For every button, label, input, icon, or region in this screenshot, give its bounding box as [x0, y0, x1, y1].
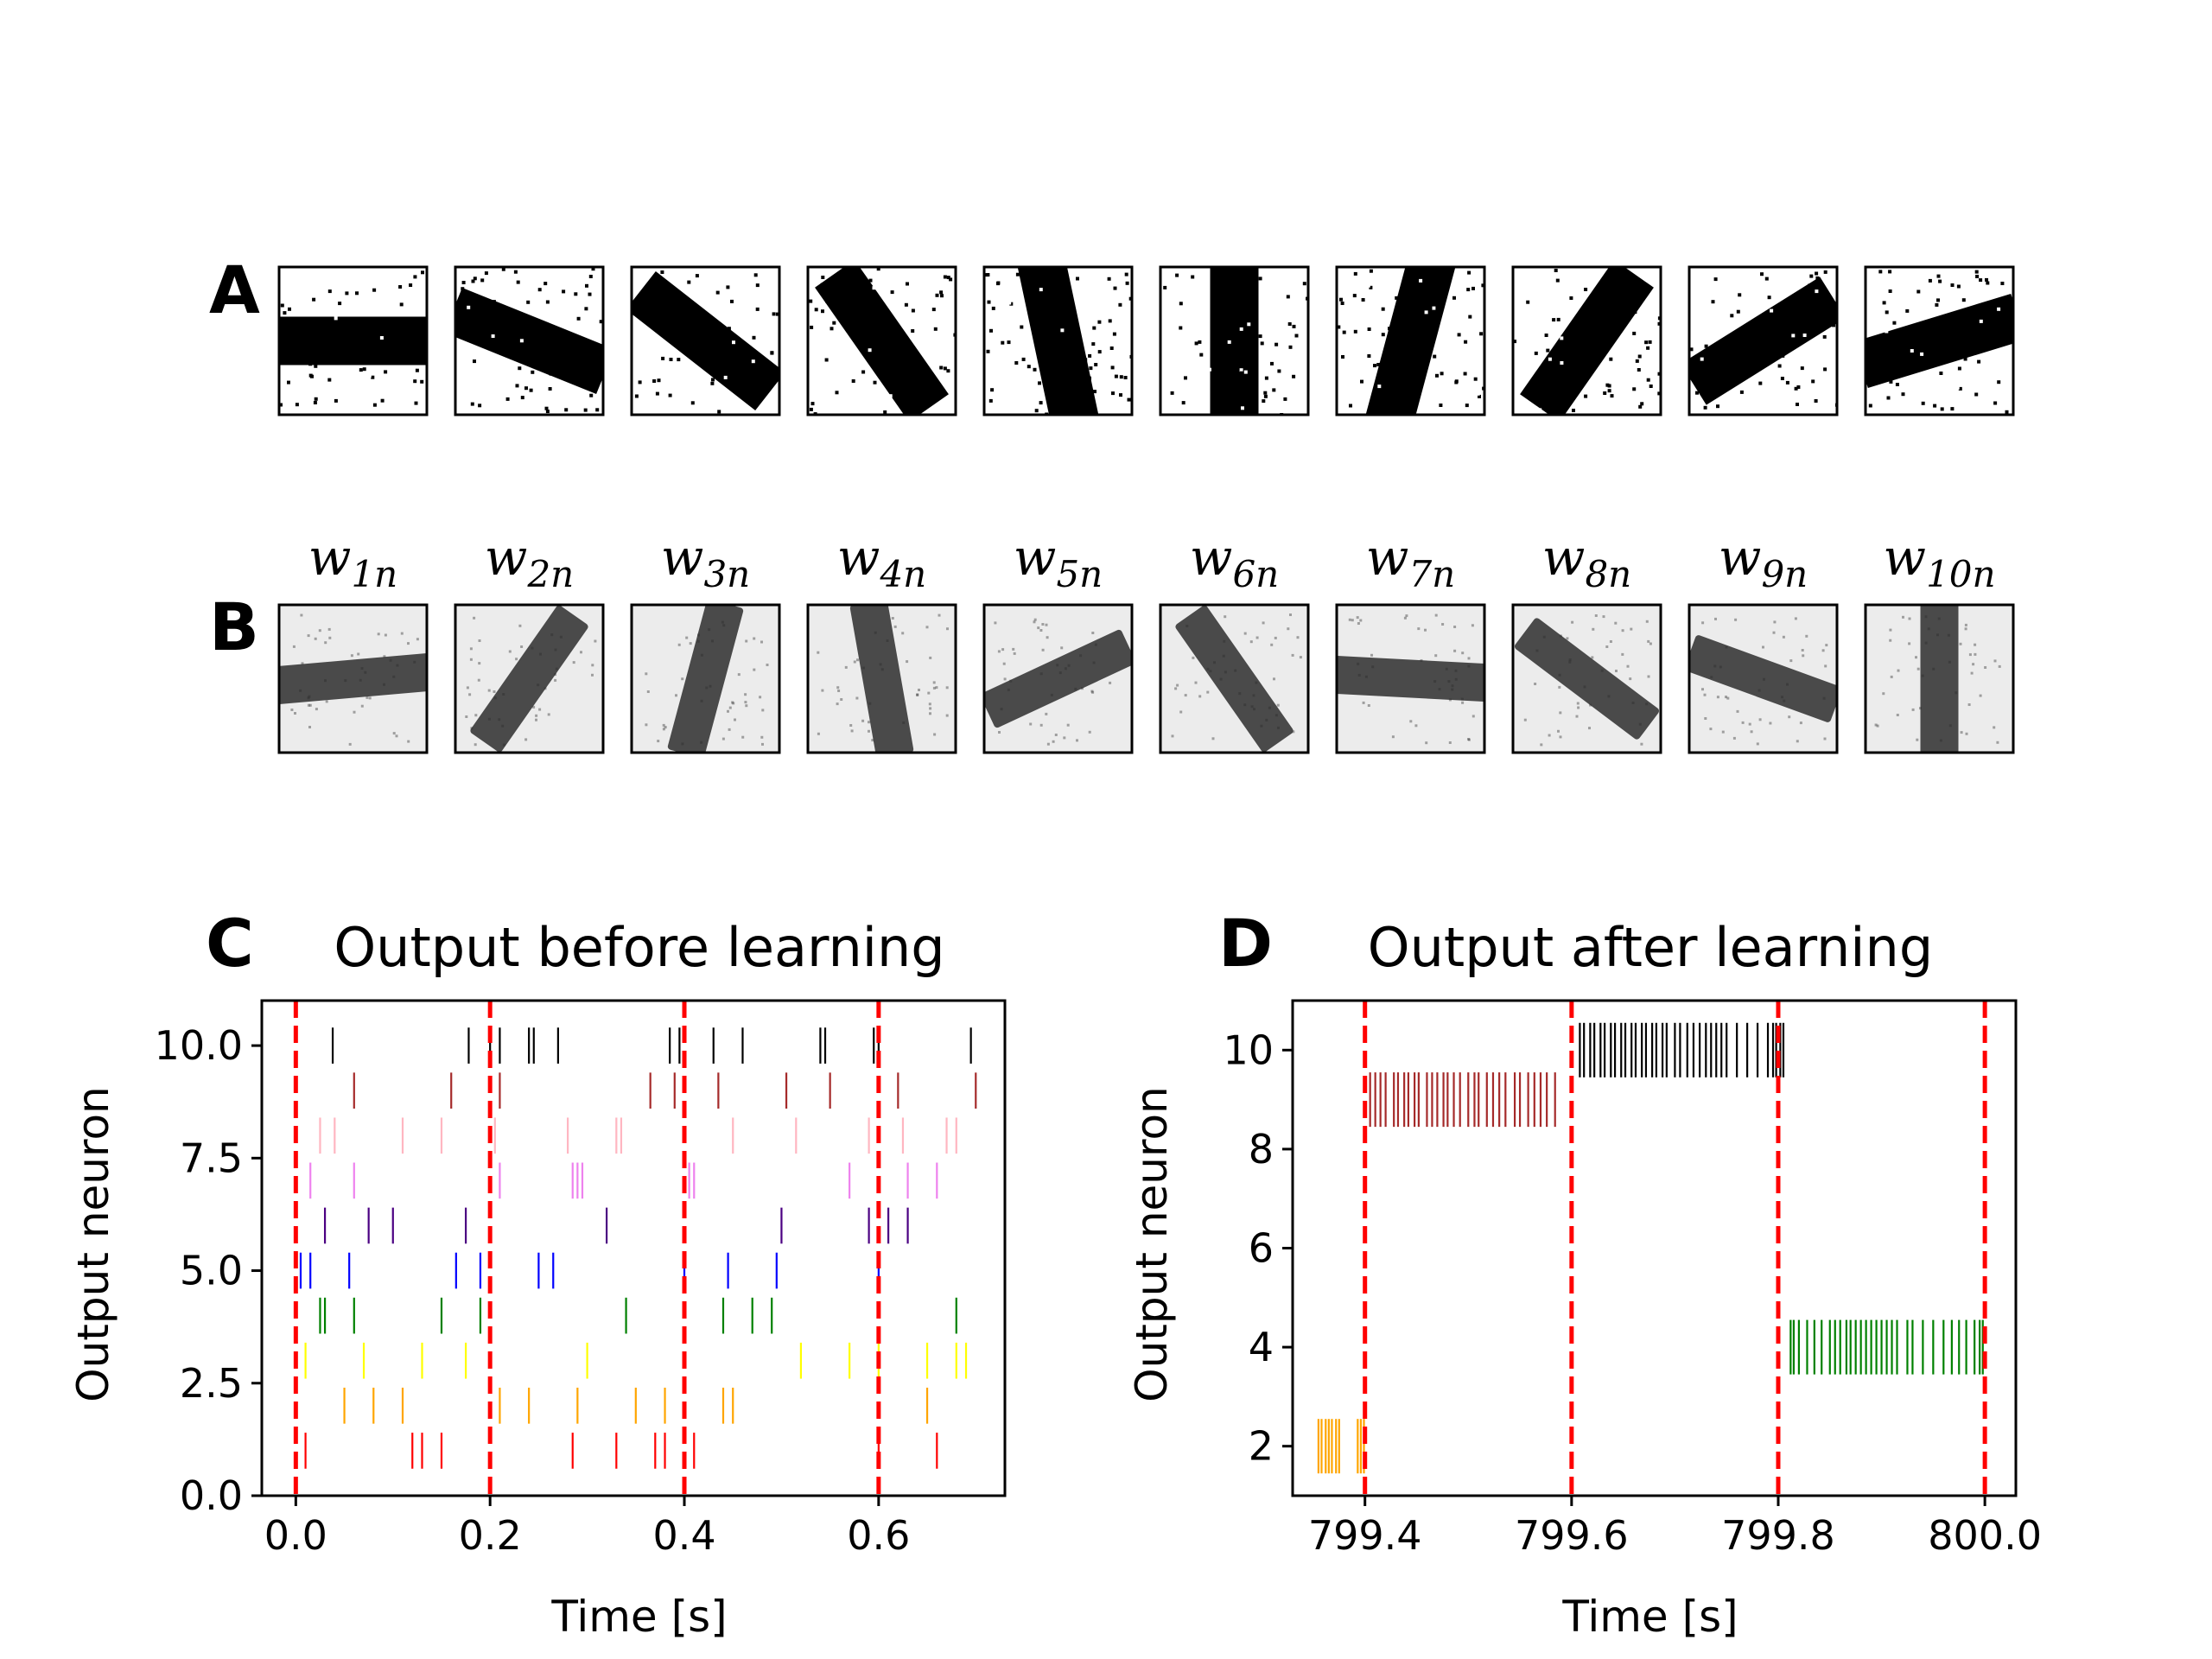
bar — [815, 267, 949, 415]
x-tick-label: 0.2 — [459, 1512, 522, 1559]
weight-map — [806, 603, 957, 754]
bar — [632, 270, 779, 411]
bar — [1866, 293, 2013, 389]
bar — [849, 605, 914, 753]
weight-map — [982, 603, 1134, 754]
panel-letter-a: A — [209, 251, 260, 328]
chart-title: Output before learning — [334, 916, 944, 979]
bar — [1689, 635, 1837, 722]
input-pattern — [806, 265, 957, 416]
weight-label: w6n — [1190, 528, 1279, 595]
panel-d-raster: Output after learning Time [s] Output ne… — [1127, 916, 2042, 1642]
x-axis-label: Time [s] — [1561, 1592, 1738, 1642]
weight-map — [630, 603, 781, 754]
bar — [984, 629, 1132, 728]
bar — [279, 316, 427, 365]
panel-letter-d: D — [1218, 905, 1273, 982]
weight-label: w9n — [1719, 528, 1808, 595]
y-axis-label: Output neuron — [68, 1086, 118, 1402]
input-pattern — [982, 265, 1134, 416]
weight-label: w7n — [1366, 528, 1455, 595]
y-axis-label: Output neuron — [1127, 1086, 1177, 1402]
x-tick-label: 799.8 — [1721, 1512, 1835, 1559]
weight-map — [1864, 603, 2015, 754]
bar — [1365, 267, 1456, 415]
input-pattern — [1335, 265, 1486, 416]
y-tick-label: 10.0 — [155, 1022, 243, 1069]
bar — [470, 605, 588, 753]
x-tick-label: 0.0 — [264, 1512, 327, 1559]
panel-b-weight-maps — [277, 603, 2015, 754]
bar — [1520, 267, 1654, 415]
weight-map — [1511, 603, 1662, 754]
weight-map — [277, 603, 429, 754]
input-pattern — [1159, 265, 1310, 416]
x-tick-label: 800.0 — [1928, 1512, 2042, 1559]
bar — [279, 653, 427, 704]
y-tick-label: 2.5 — [180, 1360, 243, 1407]
y-tick-label: 6 — [1249, 1225, 1274, 1272]
y-tick-label: 8 — [1249, 1126, 1274, 1173]
x-tick-label: 799.6 — [1515, 1512, 1629, 1559]
y-tick-label: 7.5 — [180, 1135, 243, 1181]
y-tick-label: 2 — [1249, 1423, 1274, 1470]
input-pattern — [1688, 265, 1839, 416]
input-pattern — [454, 265, 605, 416]
bar — [1514, 618, 1660, 740]
weight-label: w2n — [485, 528, 574, 595]
x-tick-label: 0.6 — [847, 1512, 910, 1559]
panel-a-input-patterns — [277, 265, 2015, 416]
weight-label: w8n — [1542, 528, 1631, 595]
bar — [455, 287, 603, 395]
weight-label: w3n — [661, 528, 750, 595]
panel-b-weight-labels: w1n w2n w3n w4n w5n w6n w7n w8n w9n w10n — [308, 528, 1996, 595]
weight-label: w5n — [1014, 528, 1103, 595]
bar — [1175, 605, 1294, 753]
weight-label: w1n — [308, 528, 397, 595]
x-tick-label: 0.4 — [652, 1512, 715, 1559]
bar — [667, 605, 744, 753]
input-pattern — [630, 265, 781, 416]
y-tick-label: 5.0 — [180, 1248, 243, 1294]
x-axis-label: Time [s] — [550, 1592, 727, 1642]
chart-title: Output after learning — [1368, 916, 1933, 979]
weight-label: w10n — [1883, 528, 1995, 595]
y-tick-label: 4 — [1249, 1324, 1274, 1370]
panel-letter-b: B — [209, 588, 259, 665]
plot-frame — [260, 999, 1007, 1497]
plot-frame — [1291, 999, 2018, 1497]
bar — [1920, 605, 1959, 753]
bar — [1017, 267, 1099, 415]
input-pattern — [1864, 265, 2015, 416]
panel-c-raster: Output before learning Time [s] Output n… — [68, 916, 1007, 1642]
weight-map — [454, 603, 605, 754]
weight-label: w4n — [837, 528, 926, 595]
weight-map — [1688, 603, 1839, 754]
bar — [1337, 656, 1484, 702]
x-tick-label: 799.4 — [1308, 1512, 1422, 1559]
y-tick-label: 0.0 — [180, 1472, 243, 1519]
bar — [1210, 267, 1259, 415]
input-pattern — [1511, 265, 1662, 416]
weight-map — [1335, 603, 1486, 754]
panel-letter-c: C — [206, 905, 254, 982]
input-pattern — [277, 265, 429, 416]
y-tick-label: 10 — [1223, 1027, 1274, 1073]
weight-map — [1159, 603, 1310, 754]
